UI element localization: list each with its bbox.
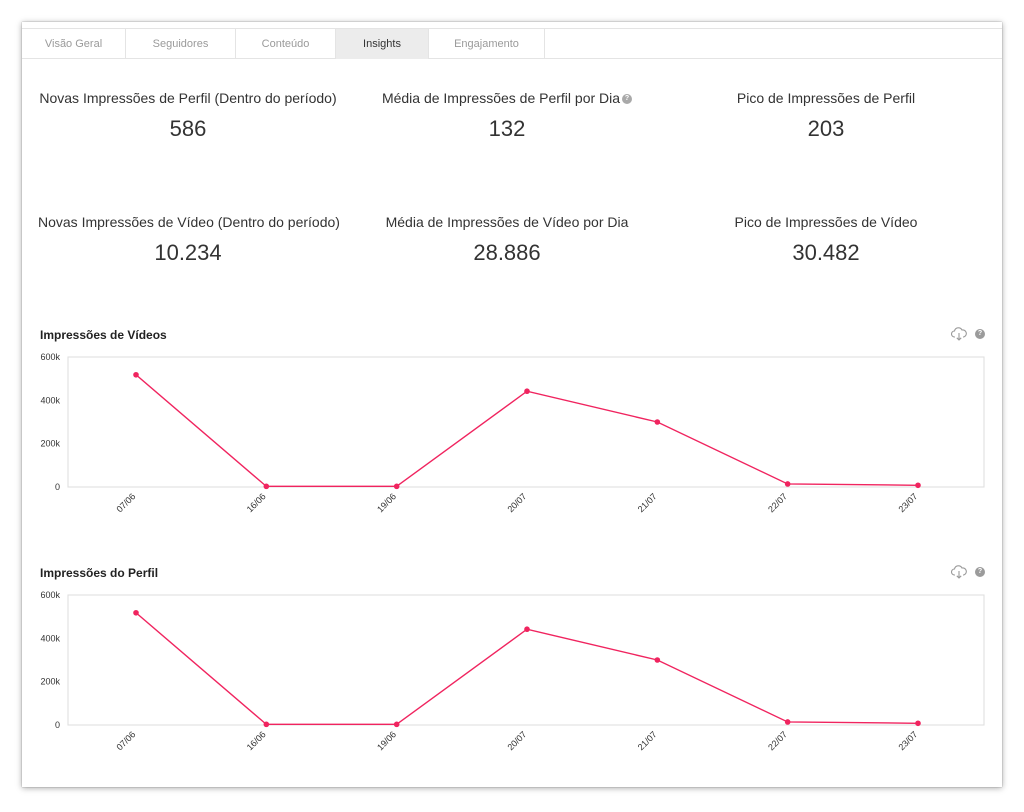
chart-perfil: 0 200k 400k 600k 07/06 16/06 19/06 20/07 21/07 22…	[40, 590, 985, 752]
plot-area	[67, 356, 985, 488]
stat-value: 586	[169, 116, 207, 141]
x-tick-label: 22/07	[766, 491, 789, 514]
data-point	[784, 719, 791, 725]
stat-pico-impressoes-video: Pico de Impressões de Vídeo 30.482	[676, 214, 976, 266]
stat-label: Novas Impressões de Perfil (Dentro do pe…	[39, 90, 337, 106]
y-tick-label: 400k	[40, 395, 60, 405]
x-tick-label: 21/07	[636, 729, 659, 752]
stat-value: 28.886	[473, 240, 541, 265]
tab-seguidores[interactable]: Seguidores	[126, 29, 236, 59]
data-point	[263, 721, 270, 728]
y-tick-label: 600k	[40, 590, 60, 600]
data-point	[524, 388, 530, 395]
data-point	[915, 720, 921, 727]
stat-label: Pico de Impressões de Vídeo	[734, 214, 918, 230]
data-point	[393, 483, 400, 490]
x-tick-label: 20/07	[505, 729, 528, 752]
stat-novas-impressoes-perfil: Novas Impressões de Perfil (Dentro do pe…	[38, 90, 338, 142]
x-tick-label: 23/07	[896, 491, 919, 514]
plot-area	[67, 594, 985, 726]
y-tick-label: 200k	[40, 439, 60, 449]
tab-bar: Visão Geral Seguidores Conteúdo Insights…	[22, 28, 1002, 59]
y-tick-label: 600k	[40, 352, 60, 362]
data-point	[784, 481, 791, 487]
x-tick-label: 19/06	[375, 729, 398, 752]
stat-value: 203	[807, 116, 845, 141]
y-tick-label: 0	[55, 720, 60, 730]
help-icon[interactable]: ?	[622, 94, 633, 105]
data-point	[393, 721, 400, 728]
stat-label-text: Média de Impressões de Perfil por Dia	[381, 90, 621, 106]
x-tick-label: 23/07	[896, 729, 919, 752]
tab-conteudo[interactable]: Conteúdo	[236, 29, 336, 59]
data-point	[524, 626, 530, 633]
cloud-download-icon[interactable]	[951, 565, 967, 579]
x-tick-label: 07/06	[114, 491, 137, 514]
x-tick-label: 16/06	[245, 729, 268, 752]
y-tick-label: 200k	[40, 677, 60, 687]
stat-pico-impressoes-perfil: Pico de Impressões de Perfil 203	[676, 90, 976, 142]
data-point	[133, 609, 139, 616]
x-tick-label: 20/07	[505, 491, 528, 514]
stat-value: 132	[488, 116, 526, 141]
x-tick-label: 22/07	[766, 729, 789, 752]
stat-media-impressoes-perfil: Média de Impressões de Perfil por Dia? 1…	[357, 90, 657, 142]
stat-value: 10.234	[154, 240, 222, 265]
x-tick-label: 16/06	[245, 491, 268, 514]
data-point	[263, 483, 270, 490]
stat-novas-impressoes-video: Novas Impressões de Vídeo (Dentro do per…	[38, 214, 340, 266]
stat-label: Média de Impressões de Perfil por Dia?	[357, 90, 657, 106]
tab-insights[interactable]: Insights	[336, 29, 429, 59]
insights-panel: Visão Geral Seguidores Conteúdo Insights…	[22, 22, 1002, 787]
chart-videos: 0 200k 400k 600k 07/06 16/06 19/06 20/07 21/07 22…	[40, 352, 985, 514]
data-point	[133, 371, 139, 378]
x-tick-label: 07/06	[114, 729, 137, 752]
x-tick-label: 21/07	[636, 491, 659, 514]
stat-label: Média de Impressões de Vídeo por Dia	[385, 214, 629, 230]
data-point	[654, 419, 661, 425]
x-tick-label: 19/06	[375, 491, 398, 514]
chart-title-perfil: Impressões do Perfil	[40, 566, 159, 580]
y-tick-label: 400k	[40, 633, 60, 643]
cloud-download-icon[interactable]	[951, 327, 967, 341]
y-tick-label: 0	[55, 482, 60, 492]
stat-media-impressoes-video: Média de Impressões de Vídeo por Dia 28.…	[357, 214, 657, 266]
data-point	[915, 482, 921, 489]
tab-visao-geral[interactable]: Visão Geral	[22, 29, 126, 59]
chart-title-videos: Impressões de Vídeos	[40, 328, 167, 342]
stat-label: Pico de Impressões de Perfil	[736, 90, 916, 106]
data-point	[654, 657, 661, 663]
tab-engajamento[interactable]: Engajamento	[429, 29, 545, 59]
stat-label: Novas Impressões de Vídeo (Dentro do per…	[38, 214, 340, 230]
help-circle-icon[interactable]: ?	[975, 329, 985, 339]
help-circle-icon[interactable]: ?	[975, 567, 985, 577]
stat-value: 30.482	[792, 240, 860, 265]
